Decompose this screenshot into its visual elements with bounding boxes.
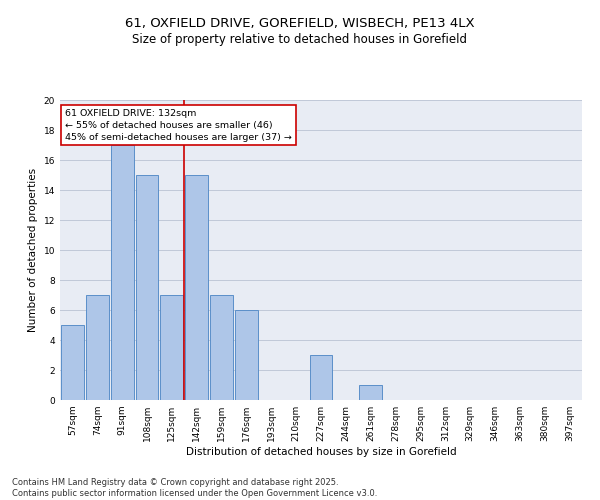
- Bar: [86, 295, 109, 400]
- Bar: [136, 175, 158, 400]
- Bar: [61, 325, 84, 400]
- Bar: [359, 385, 382, 400]
- Bar: [185, 175, 208, 400]
- X-axis label: Distribution of detached houses by size in Gorefield: Distribution of detached houses by size …: [185, 447, 457, 457]
- Bar: [111, 145, 134, 400]
- Text: Contains HM Land Registry data © Crown copyright and database right 2025.
Contai: Contains HM Land Registry data © Crown c…: [12, 478, 377, 498]
- Text: 61 OXFIELD DRIVE: 132sqm
← 55% of detached houses are smaller (46)
45% of semi-d: 61 OXFIELD DRIVE: 132sqm ← 55% of detach…: [65, 109, 292, 142]
- Bar: [235, 310, 258, 400]
- Y-axis label: Number of detached properties: Number of detached properties: [28, 168, 38, 332]
- Text: 61, OXFIELD DRIVE, GOREFIELD, WISBECH, PE13 4LX: 61, OXFIELD DRIVE, GOREFIELD, WISBECH, P…: [125, 18, 475, 30]
- Bar: [160, 295, 183, 400]
- Text: Size of property relative to detached houses in Gorefield: Size of property relative to detached ho…: [133, 32, 467, 46]
- Bar: [210, 295, 233, 400]
- Bar: [310, 355, 332, 400]
